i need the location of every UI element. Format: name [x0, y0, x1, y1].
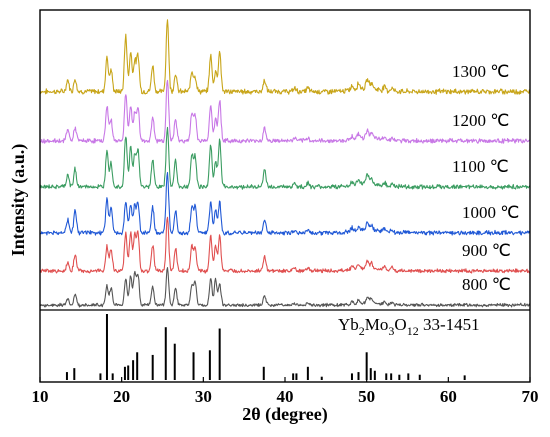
series-line — [39, 126, 531, 190]
series-line — [39, 19, 531, 95]
x-axis: 10 20 30 40 50 60 70 — [32, 377, 539, 406]
x-tick-label: 50 — [358, 387, 375, 406]
series-line — [39, 172, 530, 236]
x-tick-label: 40 — [277, 387, 294, 406]
series-label: 800 ℃ — [462, 275, 511, 294]
plot-area: 1300 ℃ 1200 ℃ 1100 ℃ 1000 ℃ 900 ℃ 800 ℃ — [39, 19, 531, 380]
series-line — [39, 79, 531, 144]
y-axis-title: Intensity (a.u.) — [8, 144, 29, 257]
series-label: 1200 ℃ — [452, 111, 509, 130]
x-tick-label: 70 — [522, 387, 539, 406]
series-line — [39, 267, 531, 308]
reference-label: Yb2Mo3O12 33-1451 — [338, 315, 480, 338]
series-label: 1000 ℃ — [462, 203, 519, 222]
x-tick-label: 10 — [32, 387, 49, 406]
x-axis-title: 2θ (degree) — [242, 404, 328, 425]
x-tick-label: 30 — [195, 387, 212, 406]
series-label: 1100 ℃ — [452, 157, 509, 176]
series-label: 900 ℃ — [462, 241, 511, 260]
x-tick-label: 60 — [440, 387, 457, 406]
series-label: 1300 ℃ — [452, 62, 509, 81]
series-line — [39, 216, 531, 274]
x-tick-label: 20 — [113, 387, 130, 406]
